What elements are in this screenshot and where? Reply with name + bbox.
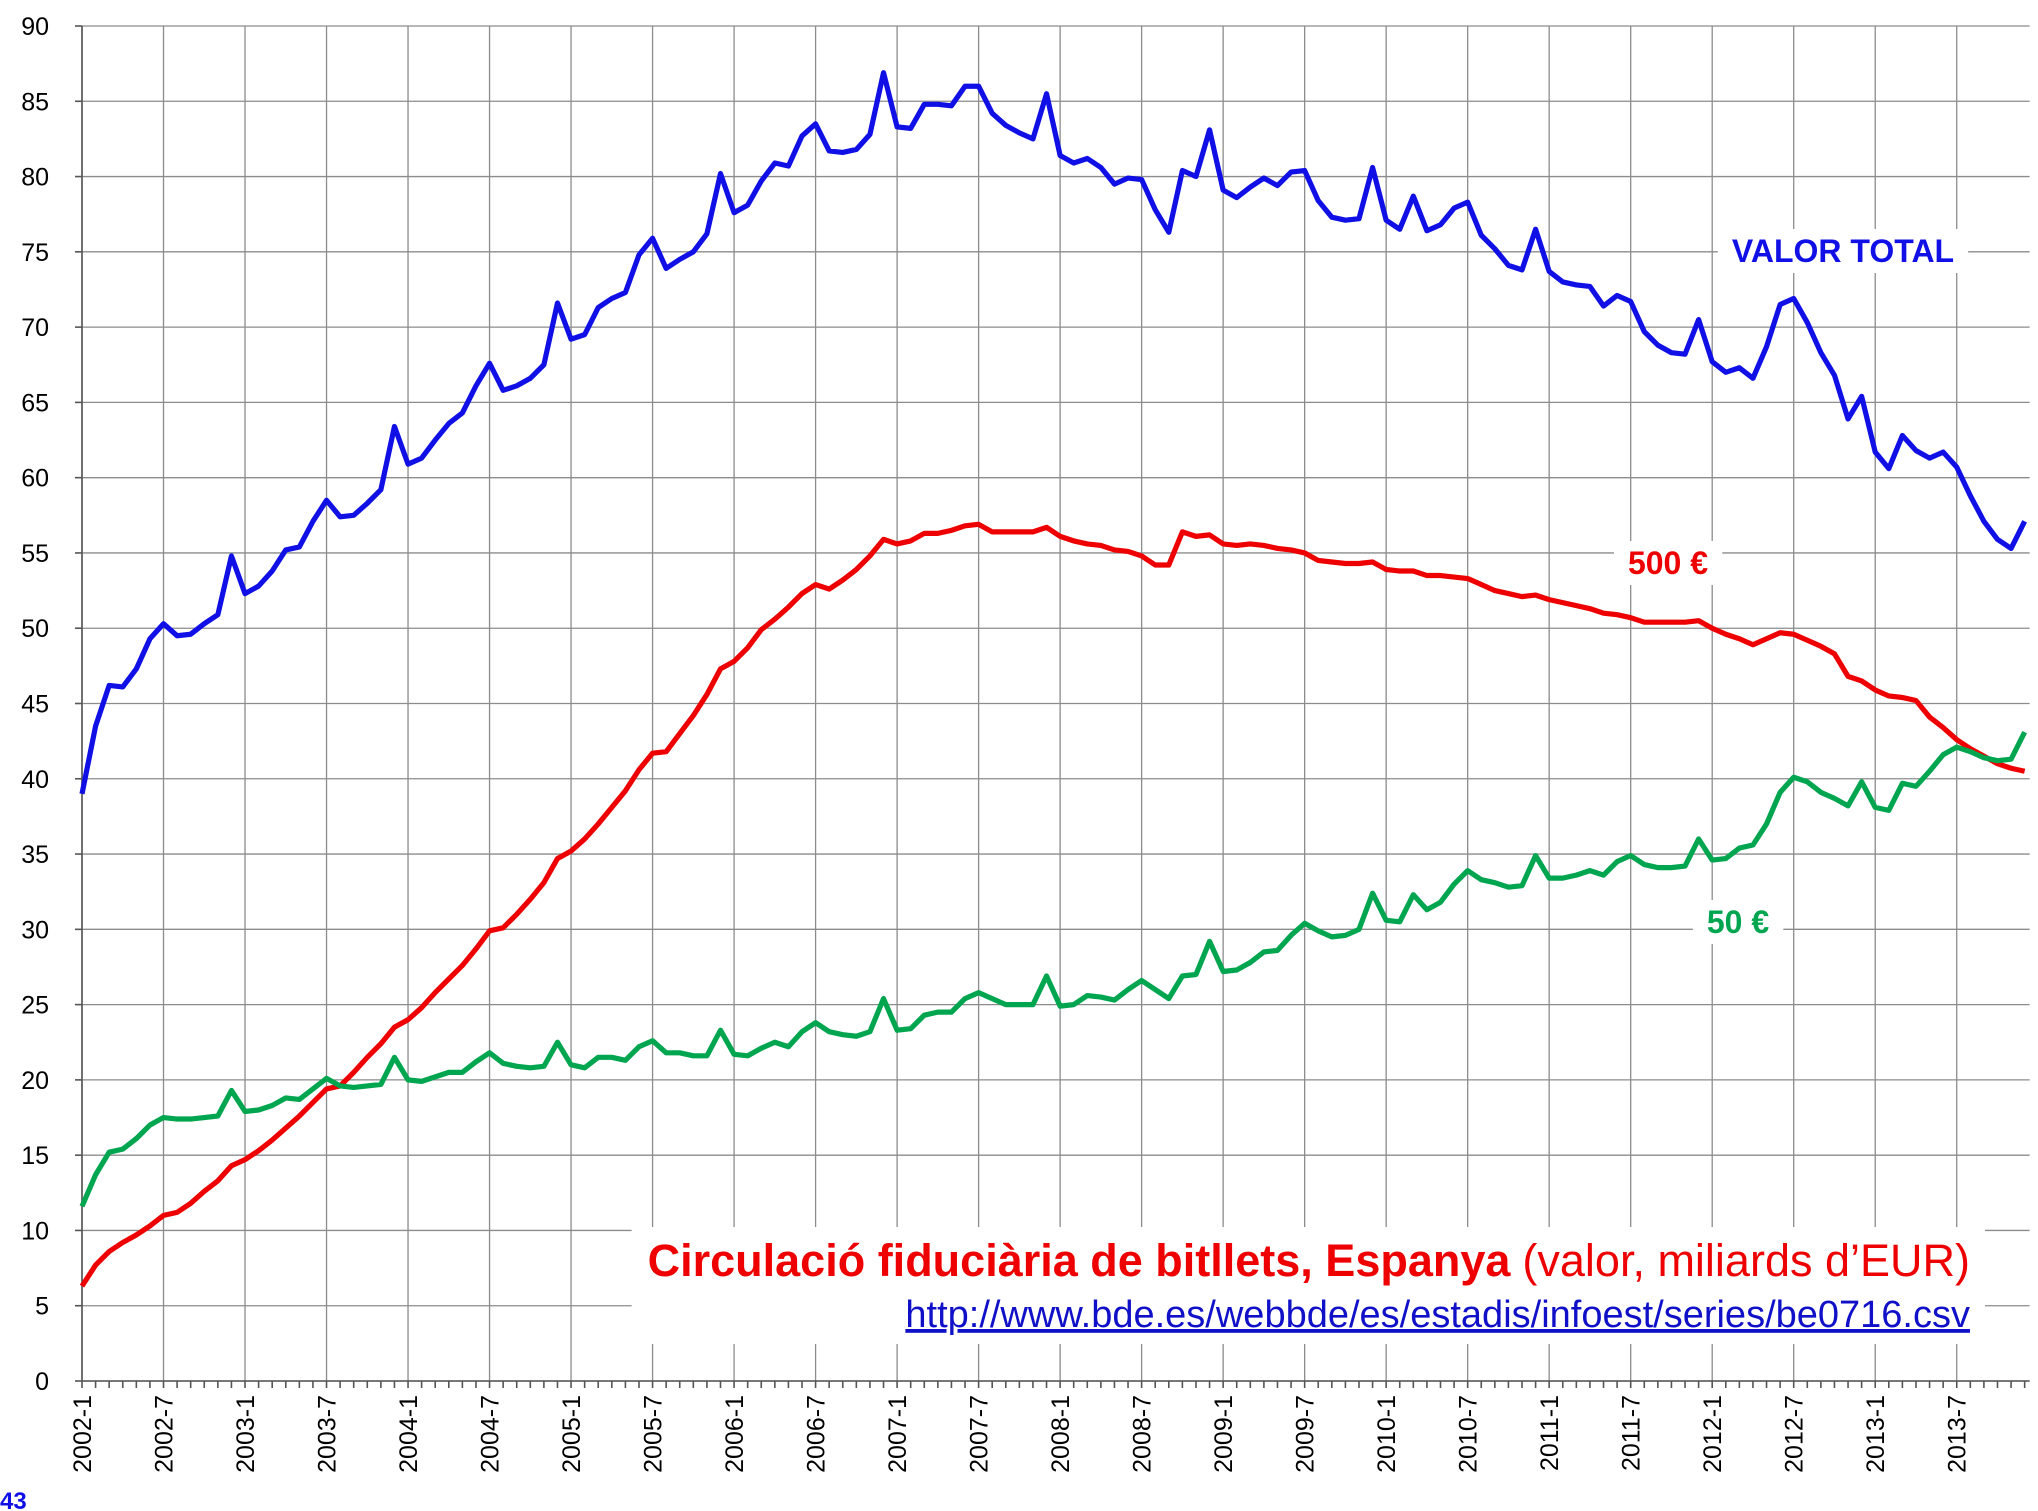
x-tick-label: 2006-1 [721,1395,749,1473]
x-tick-label: 2006-7 [803,1395,831,1473]
x-tick-label: 2008-7 [1129,1395,1157,1473]
label-box [1613,541,1723,585]
series-line [79,521,2026,1288]
subtitle: (valor, miliards d’EUR) [1522,1235,1970,1286]
x-tick-label: 2011-1 [1536,1395,1564,1471]
y-tick-label: 85 [21,88,49,116]
y-tick-label: 45 [21,691,49,719]
x-tick-label: 2013-1 [1862,1395,1890,1473]
y-tick-label: 35 [21,841,49,869]
x-tick-label: 2002-1 [69,1395,97,1473]
y-tick-label: 65 [21,389,49,417]
x-tick-label: 2004-1 [395,1395,423,1473]
source-link[interactable]: http://www.bde.es/webbde/es/estadis/info… [905,1294,1970,1336]
x-tick-label: 2008-1 [1047,1395,1075,1473]
label-box [1692,900,1784,944]
label-box [1717,229,1969,273]
x-tick-label: 2013-7 [1944,1395,1972,1473]
x-tick-label: 2009-7 [1292,1395,1320,1473]
lines [79,70,2027,1288]
x-tick-label: 2011-7 [1618,1395,1646,1471]
chart-title: Circulació fiduciària de bitllets, Espan… [648,1235,1970,1286]
y-tick-label: 55 [21,540,49,568]
series-line [79,730,2027,1208]
series-label: VALOR TOTAL [1732,233,1954,269]
series-label: 500 € [1628,545,1708,581]
y-tick-label: 0 [35,1368,49,1396]
y-tick-label: 25 [21,992,49,1020]
labels: VALOR TOTAL 500 € 50 € Circulació fiduciàri… [0,229,1985,1511]
x-tick-label: 2003-1 [232,1395,260,1473]
page-number: 43 [0,1488,27,1511]
y-tick-label: 70 [21,314,49,342]
title-box [631,1227,1985,1344]
title: Circulació fiduciària de bitllets, Espan… [648,1235,1512,1286]
x-tick-label: 2009-1 [1210,1395,1238,1473]
x-tick-label: 2005-7 [640,1395,668,1473]
y-tick-label: 5 [35,1293,49,1321]
x-tick-label: 2003-7 [314,1395,342,1473]
x-tick-label: 2012-7 [1781,1395,1809,1473]
x-tick-label: 2007-7 [966,1395,994,1473]
y-tick-label: 50 [21,615,49,643]
x-tick-label: 2005-1 [558,1395,586,1473]
x-tick-label: 2010-1 [1373,1395,1401,1473]
y-tick-label: 10 [21,1217,49,1245]
x-tick-label: 2012-1 [1699,1395,1727,1473]
x-tick-label: 2004-7 [477,1395,505,1473]
x-tick-label: 2010-7 [1455,1395,1483,1473]
y-tick-label: 40 [21,766,49,794]
y-tick-label: 90 [21,13,49,41]
y-tick-label: 20 [21,1067,49,1095]
x-tick-label: 2002-7 [151,1395,179,1473]
series-label: 50 € [1707,904,1769,940]
y-tick-label: 30 [21,916,49,944]
x-tick-label: 2007-1 [884,1395,912,1473]
y-tick-label: 60 [21,465,49,493]
series-line [79,70,2027,795]
y-tick-label: 15 [21,1142,49,1170]
y-tick-label: 75 [21,239,49,267]
y-tick-label: 80 [21,164,49,192]
